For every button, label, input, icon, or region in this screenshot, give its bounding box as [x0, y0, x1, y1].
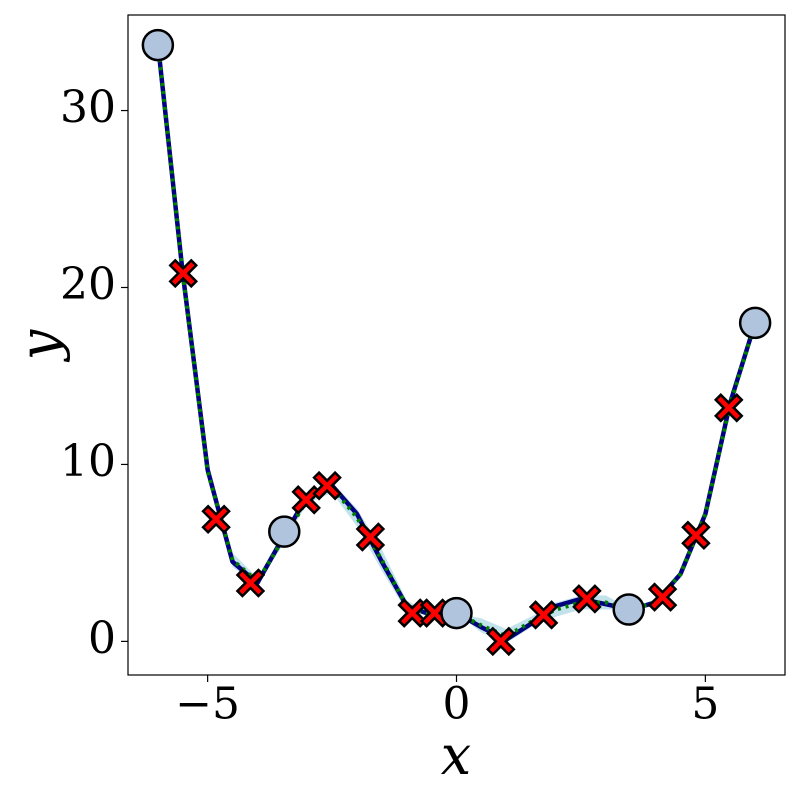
x-tick-label: 5	[691, 679, 719, 730]
query-point	[647, 582, 678, 612]
y-tick-label: 10	[60, 436, 116, 487]
y-axis-label: y	[8, 328, 71, 362]
sample-point	[268, 515, 301, 548]
query-point	[312, 470, 342, 501]
x-axis-label: x	[441, 724, 471, 787]
query-point	[168, 258, 199, 289]
curve	[155, 41, 758, 642]
y-tick-label: 30	[60, 82, 116, 133]
query-point	[201, 504, 231, 535]
query-point	[355, 522, 386, 552]
y-tick-label: 20	[60, 259, 116, 310]
query-point	[486, 626, 516, 657]
x-tick-label: 0	[443, 679, 471, 730]
uncertainty-band	[157, 43, 756, 644]
query-point	[528, 600, 559, 630]
query-point	[681, 520, 711, 550]
curve	[155, 43, 758, 639]
plot-layer	[155, 41, 758, 644]
sample-point	[440, 596, 473, 630]
x-tick-label: −5	[175, 679, 240, 730]
plot-frame	[127, 14, 786, 676]
sample-point	[141, 28, 175, 62]
sample-point	[738, 306, 772, 340]
sample-point	[612, 593, 645, 626]
query-point	[235, 568, 266, 598]
query-point	[713, 393, 744, 423]
query-point	[572, 584, 602, 614]
y-tick-label: 0	[88, 613, 116, 664]
